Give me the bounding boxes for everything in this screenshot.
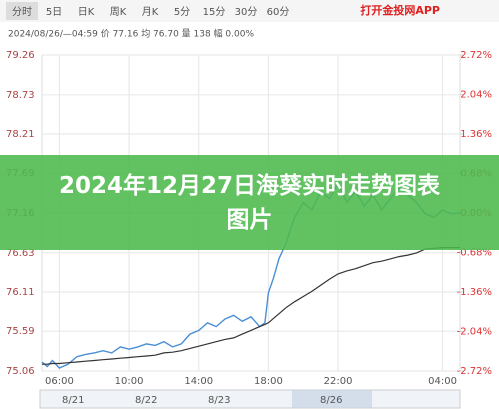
tab-active <box>6 2 38 20</box>
y2-tick-label: -1.36% <box>457 287 492 298</box>
toolbar <box>0 0 499 22</box>
navigator-date: 8/26 <box>320 395 342 406</box>
y2-tick-label: 2.72% <box>460 50 492 61</box>
info-line: 2024/08/26/—04:59 价 77.16 均 76.70 量 138 … <box>8 28 254 40</box>
tab[interactable]: 60分 <box>267 6 290 18</box>
brand: 打开金投网APP <box>360 3 440 17</box>
tab[interactable]: 周K <box>110 6 127 18</box>
y-tick-label: 75.59 <box>6 326 35 337</box>
banner-text: 2024年12月27日海葵实时走势图表图片 <box>58 172 441 233</box>
tab[interactable]: 30分 <box>235 6 258 18</box>
y-tick-label: 78.73 <box>6 90 35 101</box>
x-tick-label: 18:00 <box>254 376 283 387</box>
y2-tick-label: 2.04% <box>460 90 492 101</box>
tab[interactable]: 5分 <box>174 6 190 18</box>
navigator-date: 8/22 <box>135 395 157 406</box>
navigator-window[interactable] <box>292 390 372 408</box>
y-tick-label: 75.06 <box>6 366 35 377</box>
banner: 2024年12月27日海葵实时走势图表图片 <box>0 155 499 250</box>
navigator-date: 8/23 <box>208 395 230 406</box>
x-tick-label: 04:00 <box>428 376 457 387</box>
tab[interactable]: 15分 <box>203 6 226 18</box>
navigator-date: 8/21 <box>62 395 84 406</box>
tab[interactable]: 月K <box>142 6 159 18</box>
y-tick-label: 78.21 <box>6 129 35 140</box>
y-tick-label: 76.63 <box>6 248 35 259</box>
y-tick-label: 76.11 <box>6 287 35 298</box>
navigator <box>39 389 461 409</box>
y2-tick-label: -2.72% <box>457 366 492 377</box>
tab[interactable]: 分时 <box>12 6 32 18</box>
tab[interactable]: 5日 <box>46 7 62 18</box>
series-line <box>42 247 460 365</box>
y-tick-label: 79.26 <box>6 50 35 61</box>
tab[interactable]: 日K <box>78 7 95 18</box>
x-tick-label: 14:00 <box>184 376 213 387</box>
x-tick-label: 10:00 <box>115 376 144 387</box>
x-tick-label: 06:00 <box>45 376 74 387</box>
y2-tick-label: -0.68% <box>457 248 492 259</box>
x-tick-label: 22:00 <box>324 376 353 387</box>
y2-tick-label: -2.04% <box>457 327 492 338</box>
y2-tick-label: 1.36% <box>460 129 492 140</box>
